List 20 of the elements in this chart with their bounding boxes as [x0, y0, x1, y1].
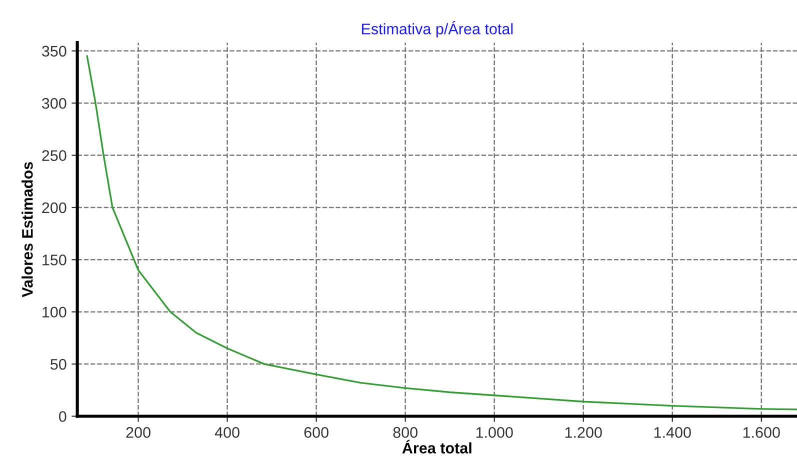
x-tick-label: 200 [126, 427, 150, 438]
x-axis-title: Área total [402, 440, 472, 454]
x-tick-label: 1.000 [476, 427, 513, 438]
y-tick-label: 0 [58, 411, 66, 422]
line-series [86, 55, 797, 410]
y-tick-label: 350 [42, 46, 66, 57]
y-tick-label: 100 [42, 306, 66, 318]
y-tick-label: 150 [42, 254, 66, 266]
y-tick-label: 300 [42, 98, 66, 109]
y-axis-title: Valores Estimados [22, 162, 33, 298]
y-tick-label: 250 [42, 150, 66, 161]
x-tick-label: 400 [214, 427, 240, 438]
x-tick-label: 600 [304, 427, 328, 438]
x-tick-label: 1.400 [654, 427, 691, 438]
x-tick-label: 1.200 [565, 427, 602, 438]
x-tick-label: 800 [393, 427, 418, 438]
x-tick-label: 1.600 [743, 427, 780, 438]
chart-title: Estimativa p/Área total [362, 20, 513, 38]
y-tick-label: 50 [50, 358, 66, 370]
y-tick-label: 200 [42, 202, 66, 214]
